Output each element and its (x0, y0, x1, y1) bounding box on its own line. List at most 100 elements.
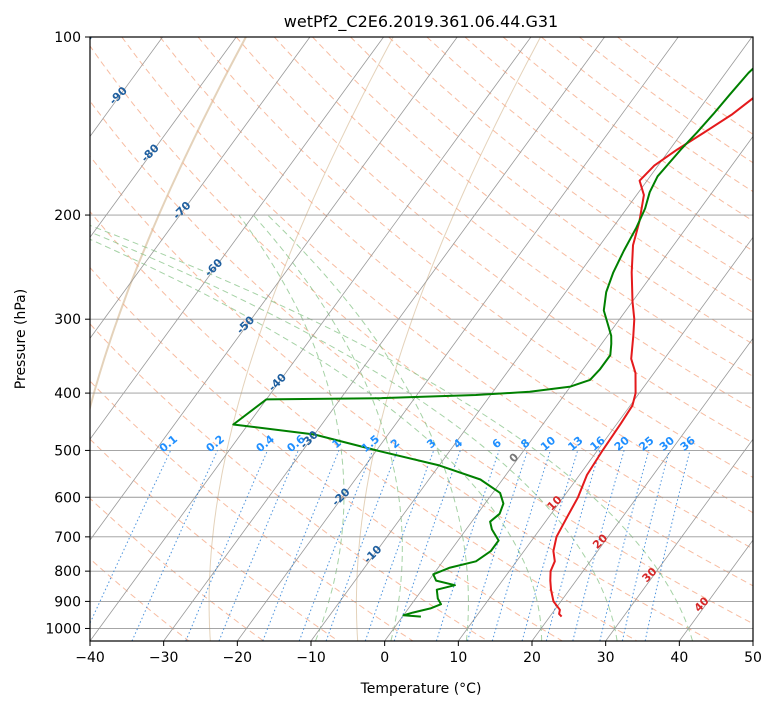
isotherm-line (310, 37, 753, 641)
dry-adiabat-label: -20 (329, 485, 352, 508)
y-tick-label: 900 (54, 594, 81, 610)
dry-adiabat (90, 210, 638, 641)
dry-adiabat (90, 155, 712, 641)
dry-adiabat (90, 438, 339, 641)
moist-adiabat (90, 238, 543, 641)
dry-adiabat (90, 497, 264, 641)
x-tick-label: 30 (597, 650, 615, 666)
moist-adiabat (90, 231, 618, 641)
grid-layer (90, 37, 753, 641)
mixing-ratio-label: 0.1 (157, 433, 180, 455)
moist-adiabat (90, 224, 694, 641)
dry-adiabat (464, 37, 753, 252)
dry-adiabat (159, 37, 753, 514)
isotherm-line (90, 37, 237, 239)
x-tick-label: 40 (670, 650, 688, 666)
y-axis: 1000 900 800 700 600 500 400 300 200 100 (45, 30, 90, 637)
y-tick-label: 800 (54, 564, 81, 580)
dry-adiabat (90, 45, 753, 587)
x-axis-title: Temperature (°C) (360, 681, 482, 697)
y-tick-label: 200 (54, 208, 81, 224)
dry-adiabat (273, 37, 753, 410)
isotherm-line (90, 37, 532, 641)
mixing-ratio-line (435, 450, 500, 641)
isotherm-line (90, 37, 458, 541)
y-tick-label: 300 (54, 312, 81, 328)
mixing-ratio-line (218, 450, 299, 641)
mixing-ratio-line (325, 450, 398, 641)
dry-adiabat-label: -10 (361, 543, 384, 566)
moist-adiabat-label: 10 (545, 493, 565, 513)
y-tick-label: 100 (54, 30, 81, 46)
moist-adiabat-label: 0 (507, 450, 522, 465)
isotherm-line (679, 539, 753, 641)
moist-adiabat-label: 20 (590, 531, 610, 551)
mixing-ratio-line (298, 450, 374, 641)
y-tick-label: 400 (54, 386, 81, 402)
dry-adiabat (540, 37, 753, 193)
x-tick-label: −20 (223, 650, 253, 666)
temperature-profile-line (549, 96, 753, 618)
mixing-ratio-line (521, 450, 579, 641)
dry-adiabat (388, 37, 753, 314)
mixing-ratio-label: 6 (490, 436, 504, 451)
isotherm-line (384, 135, 753, 641)
moist-adiabat-label: 40 (692, 594, 712, 614)
isotherm-line (458, 236, 753, 641)
dry-adiabat (121, 37, 753, 550)
dry-adiabat (90, 100, 753, 625)
chart-title: wetPf2_C2E6.2019.361.06.44.G31 (284, 12, 558, 32)
dry-adiabat (502, 37, 753, 222)
dry-adiabat (426, 37, 753, 282)
x-tick-label: −10 (296, 650, 326, 666)
x-tick-label: 0 (380, 650, 389, 666)
mixing-ratio-label: 3 (424, 436, 438, 451)
isotherm-line (90, 37, 311, 339)
y-axis-title: Pressure (hPa) (13, 289, 29, 389)
dry-adiabat (617, 37, 753, 135)
y-tick-label: 1000 (45, 621, 81, 637)
x-axis: −40 −30 −20 −10 0 10 20 30 40 50 (75, 641, 762, 666)
mixing-ratio-line (572, 450, 625, 641)
mixing-ratio-line (90, 450, 172, 625)
plot-frame (89, 36, 754, 642)
dry-adiabat-label: -90 (107, 84, 130, 107)
mixing-ratio-line (131, 450, 218, 641)
mixing-ratio-line (393, 450, 461, 641)
mixing-ratio-line (644, 450, 691, 641)
x-tick-label: 50 (744, 650, 762, 666)
dry-adiabat-label: -40 (266, 371, 289, 394)
dry-adiabat (90, 266, 563, 641)
isotherm-line (752, 640, 753, 641)
data-layer (232, 67, 753, 618)
moist-adiabat (267, 214, 469, 641)
mixing-ratio-label: 4 (451, 436, 465, 451)
y-tick-label: 700 (54, 530, 81, 546)
isotherm-line (90, 37, 384, 440)
isotherm-line (605, 438, 753, 641)
moist-adiabat (252, 214, 403, 641)
dry-adiabat-label: -50 (234, 313, 257, 336)
x-tick-label: −40 (75, 650, 105, 666)
dewpoint-profile-line (232, 67, 753, 618)
dry-adiabat-label: -80 (139, 141, 162, 164)
dry-adiabat-label: -70 (170, 199, 193, 222)
mixing-ratio-label: 0.4 (254, 432, 278, 455)
x-tick-label: 10 (449, 650, 467, 666)
dry-adiabat (197, 37, 753, 478)
isotherm-line (531, 337, 753, 641)
x-tick-label: 20 (523, 650, 541, 666)
mixing-ratio-line (621, 450, 670, 641)
x-tick-label: −30 (149, 650, 179, 666)
moist-adiabat (238, 214, 345, 641)
dry-adiabat-label: -60 (202, 256, 225, 279)
mixing-ratio-line (545, 450, 601, 641)
mixing-ratio-line (262, 450, 340, 641)
dry-adiabat (235, 37, 753, 444)
dry-adiabat (90, 323, 488, 641)
y-tick-label: 500 (54, 443, 81, 459)
mixing-ratio-line (491, 450, 551, 641)
isotherm-line (237, 37, 679, 641)
mixing-ratio-label: 2 (388, 436, 402, 451)
